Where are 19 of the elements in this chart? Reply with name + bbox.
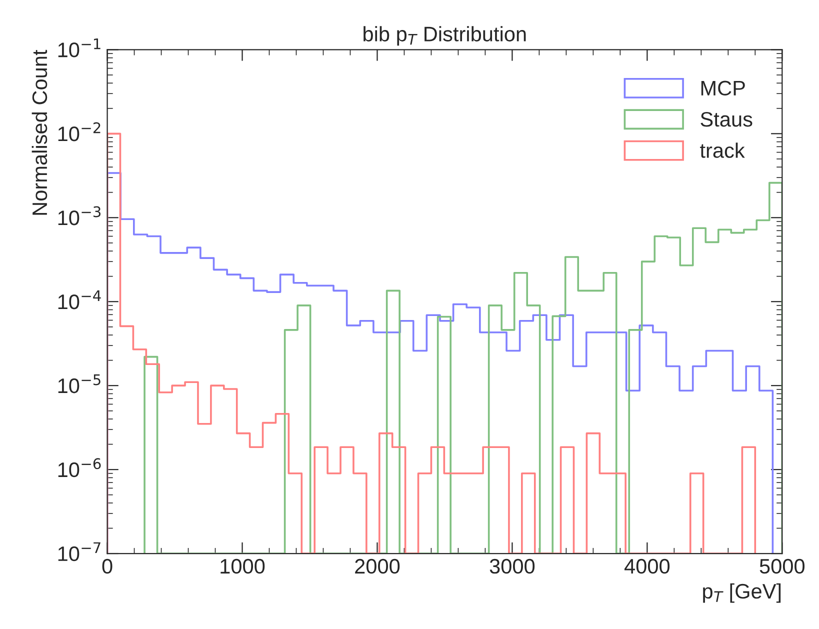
y-tick-label: 10$^{−5}$: [58, 374, 100, 394]
x-axis-title: p$_{T}$ [GeV]: [703, 583, 781, 603]
x-tick-label: 4000: [624, 558, 670, 574]
legend-label: track: [700, 142, 745, 158]
y-tick-label: 10$^{−4}$: [58, 290, 101, 310]
y-axis-title: Normalised Count: [32, 50, 48, 215]
x-tick-label: 0: [102, 558, 112, 574]
y-tick-label: 10$^{−3}$: [58, 206, 101, 226]
y-tick-label: 10$^{−2}$: [58, 122, 100, 142]
legend-label: MCP: [701, 80, 745, 96]
x-tick-label: 2000: [355, 558, 400, 574]
legend-label: Staus: [700, 112, 752, 127]
x-tick-label: 5000: [760, 558, 805, 574]
y-tick-label: 10$^{−1}$: [58, 38, 100, 58]
y-tick-label: 10$^{−7}$: [58, 542, 100, 562]
chart-title: bib p$_{T}$ Distribution: [364, 26, 526, 46]
y-tick-label: 10$^{−6}$: [58, 458, 101, 478]
x-tick-label: 3000: [490, 558, 535, 574]
x-tick-label: 1000: [220, 558, 265, 574]
